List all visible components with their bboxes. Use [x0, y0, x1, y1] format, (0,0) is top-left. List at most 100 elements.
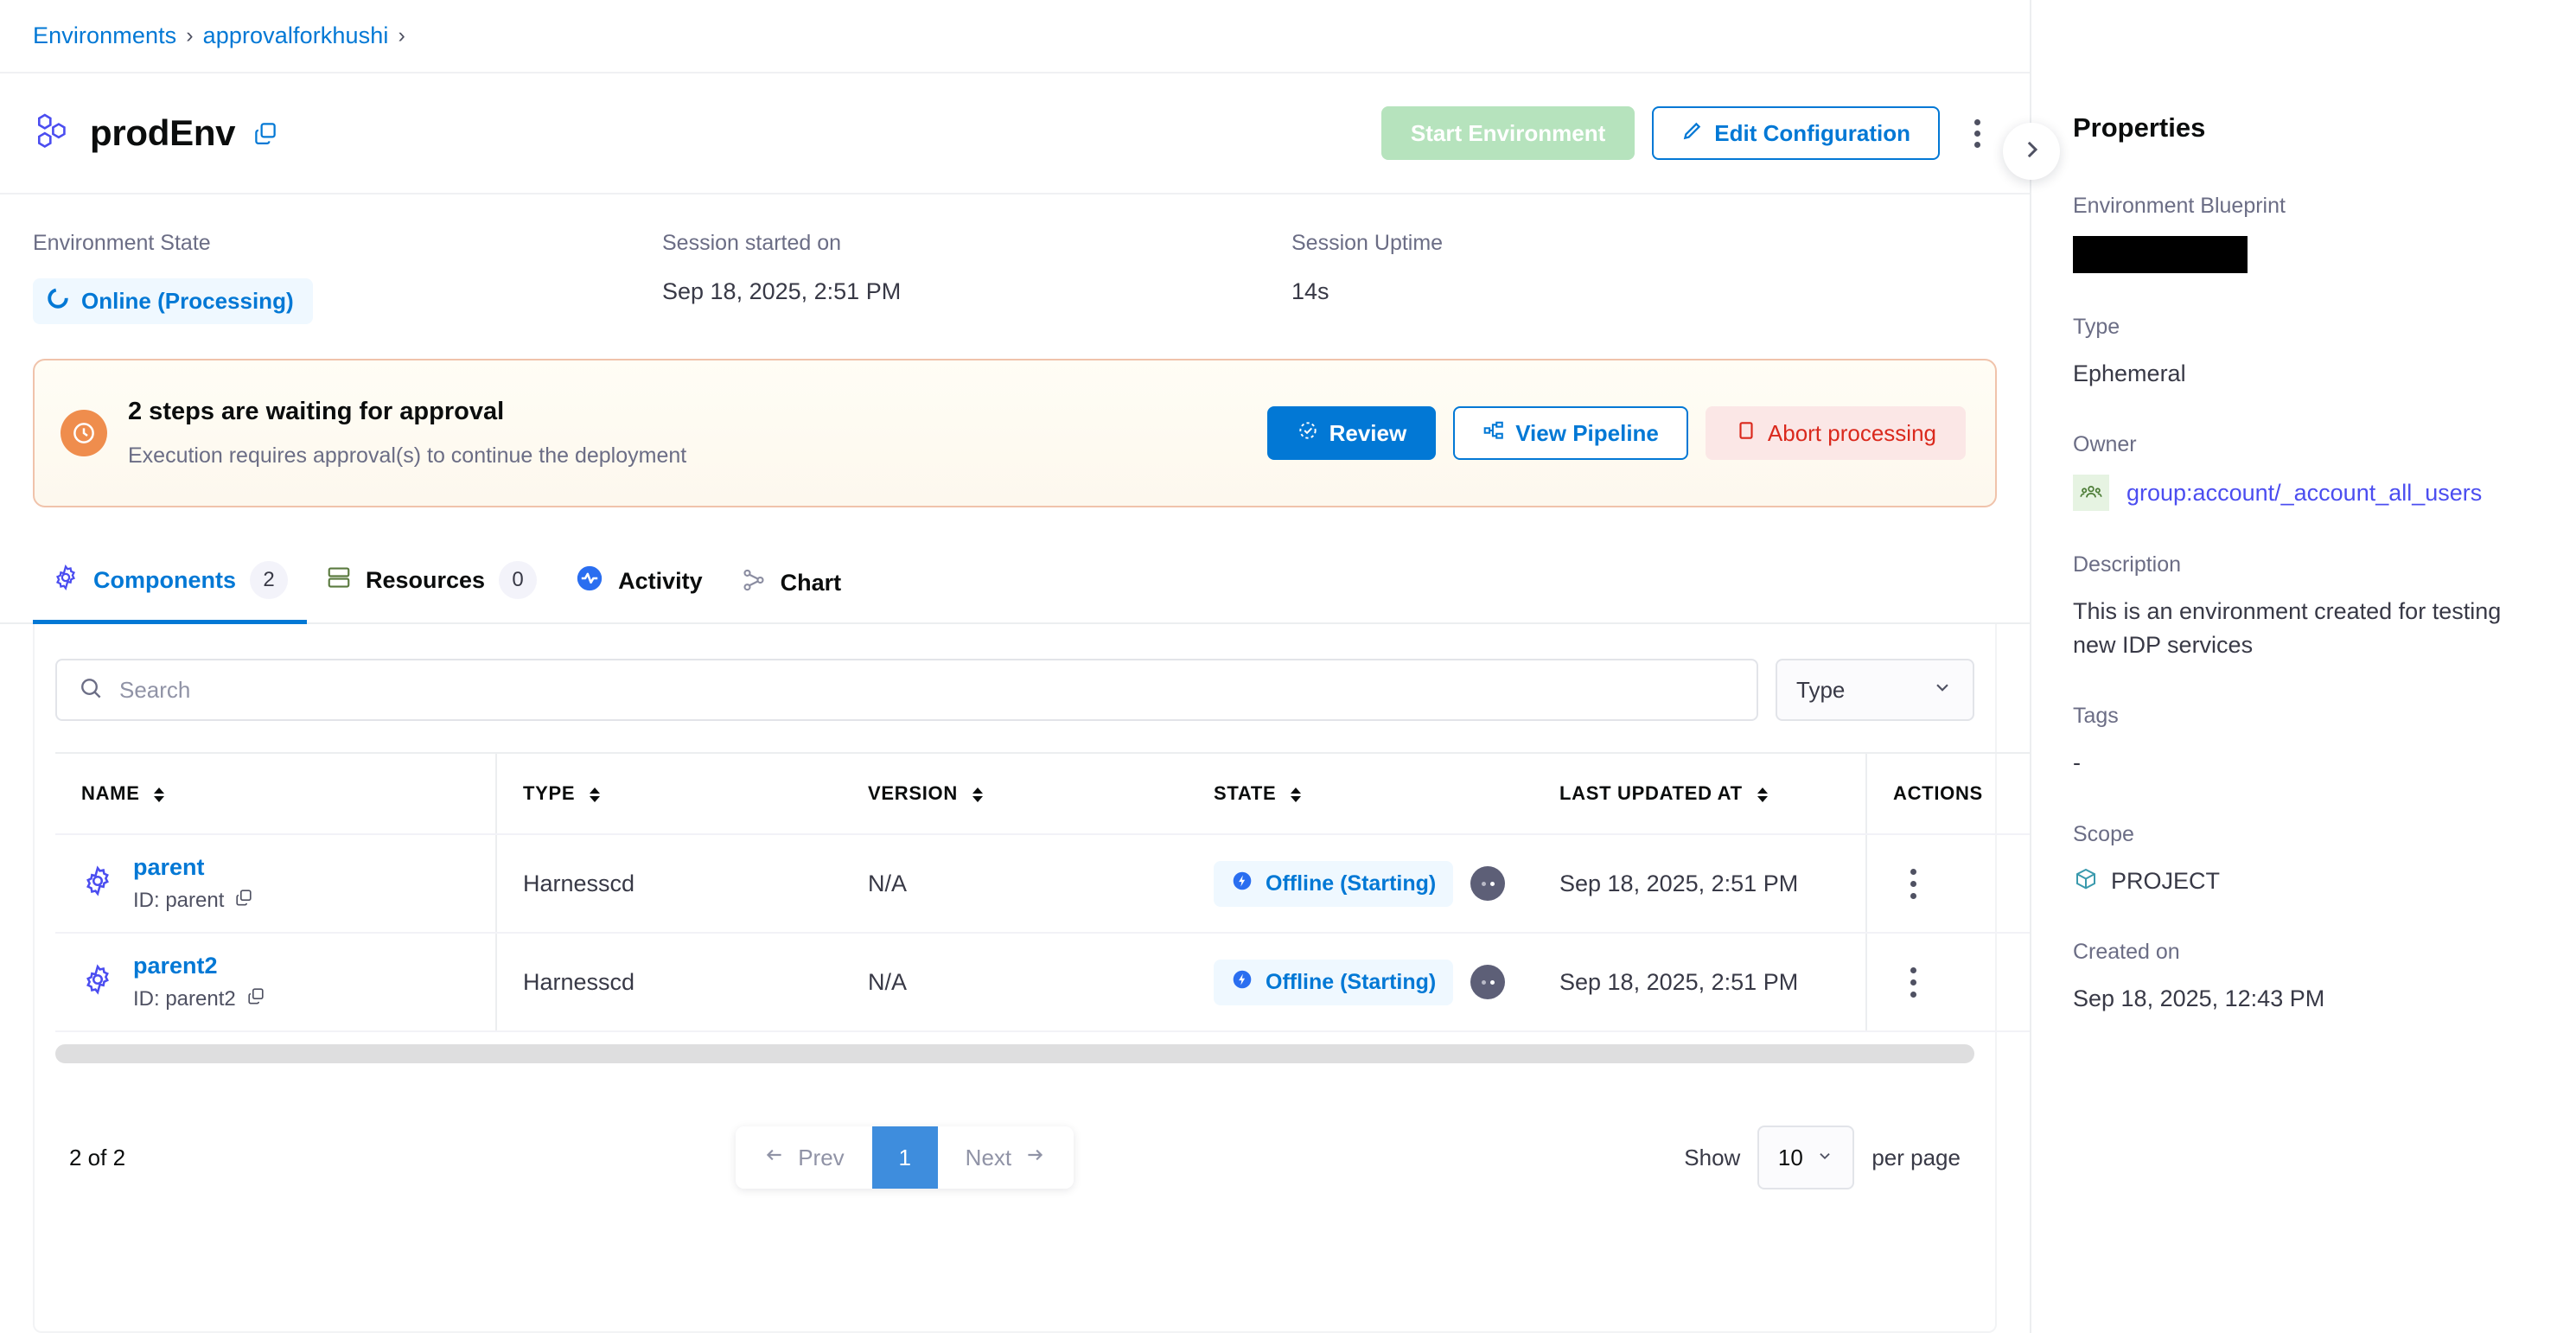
environment-summary: Environment State Online (Processing) Se…	[0, 195, 2030, 355]
prev-page-label: Prev	[798, 1144, 845, 1170]
column-header-name[interactable]: NAME	[55, 752, 497, 835]
sort-arrows-icon	[1291, 787, 1302, 802]
group-users-icon	[2073, 475, 2109, 512]
header-kebab-menu-icon[interactable]	[1957, 106, 1997, 160]
breadcrumb-item-approvalforkhushi[interactable]: approvalforkhushi	[202, 22, 389, 48]
state-label: Offline (Starting)	[1266, 969, 1437, 994]
next-page-button[interactable]: Next	[937, 1126, 1074, 1189]
owner-link[interactable]: group:account/_account_all_users	[2126, 479, 2483, 506]
horizontal-scrollbar[interactable]	[55, 1044, 1974, 1063]
component-id: ID: parent	[133, 888, 253, 913]
cell-name: parent ID: parent	[55, 834, 497, 934]
chevron-down-icon	[1931, 676, 1954, 705]
description-label: Description	[2073, 552, 2182, 577]
session-uptime-value: 14s	[1291, 278, 1329, 304]
start-environment-button[interactable]: Start Environment	[1380, 106, 1636, 160]
status-badge: Online (Processing)	[33, 278, 313, 324]
cell-name: parent2 ID: parent2	[55, 933, 497, 1032]
edit-configuration-button[interactable]: Edit Configuration	[1652, 106, 1940, 160]
search-box[interactable]	[55, 659, 1758, 721]
cell-last-updated: Sep 18, 2025, 2:51 PM	[1533, 933, 1866, 1032]
abort-processing-button[interactable]: Abort processing	[1705, 406, 1966, 460]
created-on-label: Created on	[2073, 939, 2180, 964]
column-header-version-label: VERSION	[868, 782, 958, 804]
column-header-name-label: NAME	[81, 782, 140, 804]
collapse-properties-button[interactable]	[2003, 123, 2060, 180]
cell-state: Offline (Starting)	[1188, 834, 1533, 934]
component-id-label: ID: parent2	[133, 986, 236, 1011]
column-header-type-label: TYPE	[523, 782, 576, 804]
prev-page-button[interactable]: Prev	[736, 1126, 872, 1189]
column-header-state[interactable]: STATE	[1188, 752, 1533, 835]
component-name-link[interactable]: parent	[133, 854, 205, 880]
tab-components[interactable]: Components 2	[33, 539, 307, 624]
next-page-label: Next	[965, 1144, 1012, 1170]
row-kebab-menu-icon[interactable]	[1893, 966, 1933, 998]
activity-pulse-icon	[575, 564, 604, 599]
environment-hex-icon	[33, 111, 73, 156]
property-scope: Scope PROJECT	[2073, 822, 2538, 898]
view-pipeline-label: View Pipeline	[1515, 419, 1659, 446]
column-header-last-updated-label: LAST UPDATED AT	[1559, 782, 1743, 804]
scope-value: PROJECT	[2111, 867, 2221, 894]
environment-state-value: Online (Processing)	[81, 288, 294, 314]
approval-banner-actions: Review View Pipeline	[1266, 406, 1966, 460]
view-pipeline-button[interactable]: View Pipeline	[1453, 406, 1688, 460]
tab-components-label: Components	[93, 566, 236, 593]
table-row: parent ID: parent	[55, 834, 2082, 934]
chevron-right-icon: ›	[186, 23, 194, 48]
tab-chart-label: Chart	[780, 570, 842, 596]
copy-icon[interactable]	[234, 888, 253, 913]
tab-chart[interactable]: Chart	[722, 545, 861, 624]
tab-activity[interactable]: Activity	[556, 541, 722, 624]
review-button[interactable]: Review	[1266, 406, 1437, 460]
page-number-1[interactable]: 1	[871, 1126, 938, 1189]
table-header: NAME TYPE VERSION	[55, 752, 2082, 835]
tab-resources-count: 0	[499, 561, 538, 599]
ellipsis-circle-icon[interactable]	[1470, 866, 1506, 901]
cell-state: Offline (Starting)	[1188, 933, 1533, 1032]
spinner-icon	[47, 287, 69, 316]
type-filter-value: Type	[1796, 676, 1846, 703]
column-header-version[interactable]: VERSION	[842, 752, 1188, 835]
status-badge: Offline (Starting)	[1214, 860, 1454, 907]
cube-icon	[2073, 866, 2099, 896]
state-label: Offline (Starting)	[1266, 871, 1437, 896]
property-owner: Owner group:account/_account_all_users	[2073, 432, 2538, 512]
pagination-controls: Prev 1 Next	[736, 1126, 1074, 1189]
approval-banner-texts: 2 steps are waiting for approval Executi…	[128, 398, 686, 469]
ellipsis-circle-icon[interactable]	[1470, 965, 1506, 999]
tab-resources[interactable]: Resources 0	[307, 539, 556, 624]
search-input[interactable]	[119, 676, 1736, 704]
content-tabs: Components 2 Resources 0	[0, 537, 2030, 624]
column-header-type[interactable]: TYPE	[496, 752, 842, 835]
column-header-actions-label: ACTIONS	[1893, 782, 1983, 804]
abort-processing-label: Abort processing	[1767, 419, 1936, 446]
copy-icon[interactable]	[252, 120, 278, 146]
properties-heading: Properties	[2073, 112, 2206, 143]
component-name-link[interactable]: parent2	[133, 953, 218, 979]
sort-arrows-icon	[590, 787, 601, 802]
owner-label: Owner	[2073, 432, 2137, 457]
server-icon	[326, 564, 352, 596]
type-filter-dropdown[interactable]: Type	[1776, 659, 1974, 721]
cell-type: Harnesscd	[496, 933, 842, 1032]
page-size-dropdown[interactable]: 10	[1757, 1126, 1855, 1189]
tab-components-count: 2	[250, 561, 288, 599]
breadcrumb-item-environments[interactable]: Environments	[33, 22, 177, 48]
row-kebab-menu-icon[interactable]	[1893, 868, 1933, 899]
property-environment-blueprint: Environment Blueprint	[2073, 194, 2538, 273]
component-id: ID: parent2	[133, 986, 265, 1011]
gear-icon	[52, 564, 80, 597]
copy-icon[interactable]	[246, 986, 265, 1011]
scope-label: Scope	[2073, 821, 2134, 846]
approval-banner: 2 steps are waiting for approval Executi…	[33, 359, 1997, 507]
cell-last-updated: Sep 18, 2025, 2:51 PM	[1533, 834, 1866, 934]
approval-banner-subtitle: Execution requires approval(s) to contin…	[128, 443, 687, 468]
column-header-last-updated[interactable]: LAST UPDATED AT	[1533, 752, 1866, 835]
environment-blueprint-redacted-value	[2073, 236, 2248, 273]
type-value: Ephemeral	[2073, 360, 2186, 386]
type-label: Type	[2073, 315, 2120, 339]
page-size-control: Show 10 per page	[1684, 1126, 1961, 1189]
